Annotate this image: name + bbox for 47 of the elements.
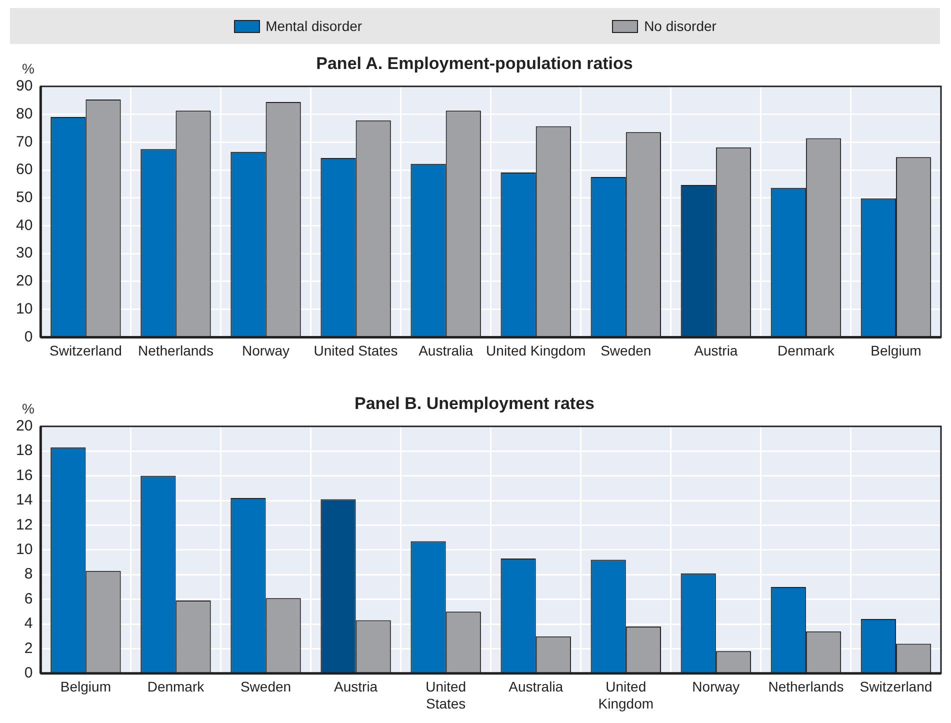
y-tick-label: 30 [16,244,33,262]
x-tick-label: United Kingdom [486,342,586,358]
legend-label: Mental disorder [266,18,362,34]
x-tick-label: Norway [242,342,290,358]
x-tick-label: Australia [508,678,564,695]
legend-label: No disorder [644,18,716,34]
x-tick-label: Norway [692,678,740,695]
y-axis-title: % [22,400,34,416]
x-tick-label: Sweden [240,678,292,695]
y-tick-label: 2 [24,640,33,657]
y-tick-label: 60 [16,161,33,178]
y-tick-label: 50 [16,189,33,206]
x-tick-label: Denmark [147,678,206,695]
x-tick-label: Switzerland [860,678,932,695]
x-tick-label: Netherlands [138,342,214,358]
y-tick-label: 4 [24,615,33,632]
y-tick-label: 20 [16,418,33,435]
y-tick-label: 0 [24,664,33,682]
y-tick-label: 6 [24,590,33,608]
x-tick-label: Belgium [870,342,922,358]
x-tick-label: Denmark [778,342,836,358]
y-tick-label: 12 [16,516,33,534]
x-tick-label: Belgium [60,678,111,695]
y-tick-label: 90 [16,78,33,95]
x-tick-label: Austria [334,678,378,695]
x-tick-label: Netherlands [768,678,844,695]
y-axis-title: % [22,60,34,76]
y-tick-label: 18 [16,442,33,460]
chart-title: Panel A. Employment-population ratios [316,54,633,73]
y-tick-label: 14 [16,492,33,509]
y-tick-label: 20 [16,272,33,290]
y-tick-label: 40 [16,216,33,234]
x-tick-label: Australia [418,342,474,358]
y-tick-label: 10 [16,541,33,558]
x-tick-label: Sweden [600,342,652,358]
y-tick-label: 8 [24,566,33,583]
x-tick-label: Austria [694,342,738,358]
y-tick-label: 10 [16,300,33,318]
y-tick-label: 16 [16,466,33,484]
x-tick-label: Switzerland [50,342,122,358]
y-tick-label: 80 [16,105,33,122]
x-tick-label: United States [314,342,398,358]
y-tick-label: 0 [24,328,33,346]
x-tick-label: United States [426,678,466,712]
chart-title: Panel B. Unemployment rates [354,394,594,413]
x-tick-label: United Kingdom [598,678,654,712]
y-tick-label: 70 [16,133,33,150]
